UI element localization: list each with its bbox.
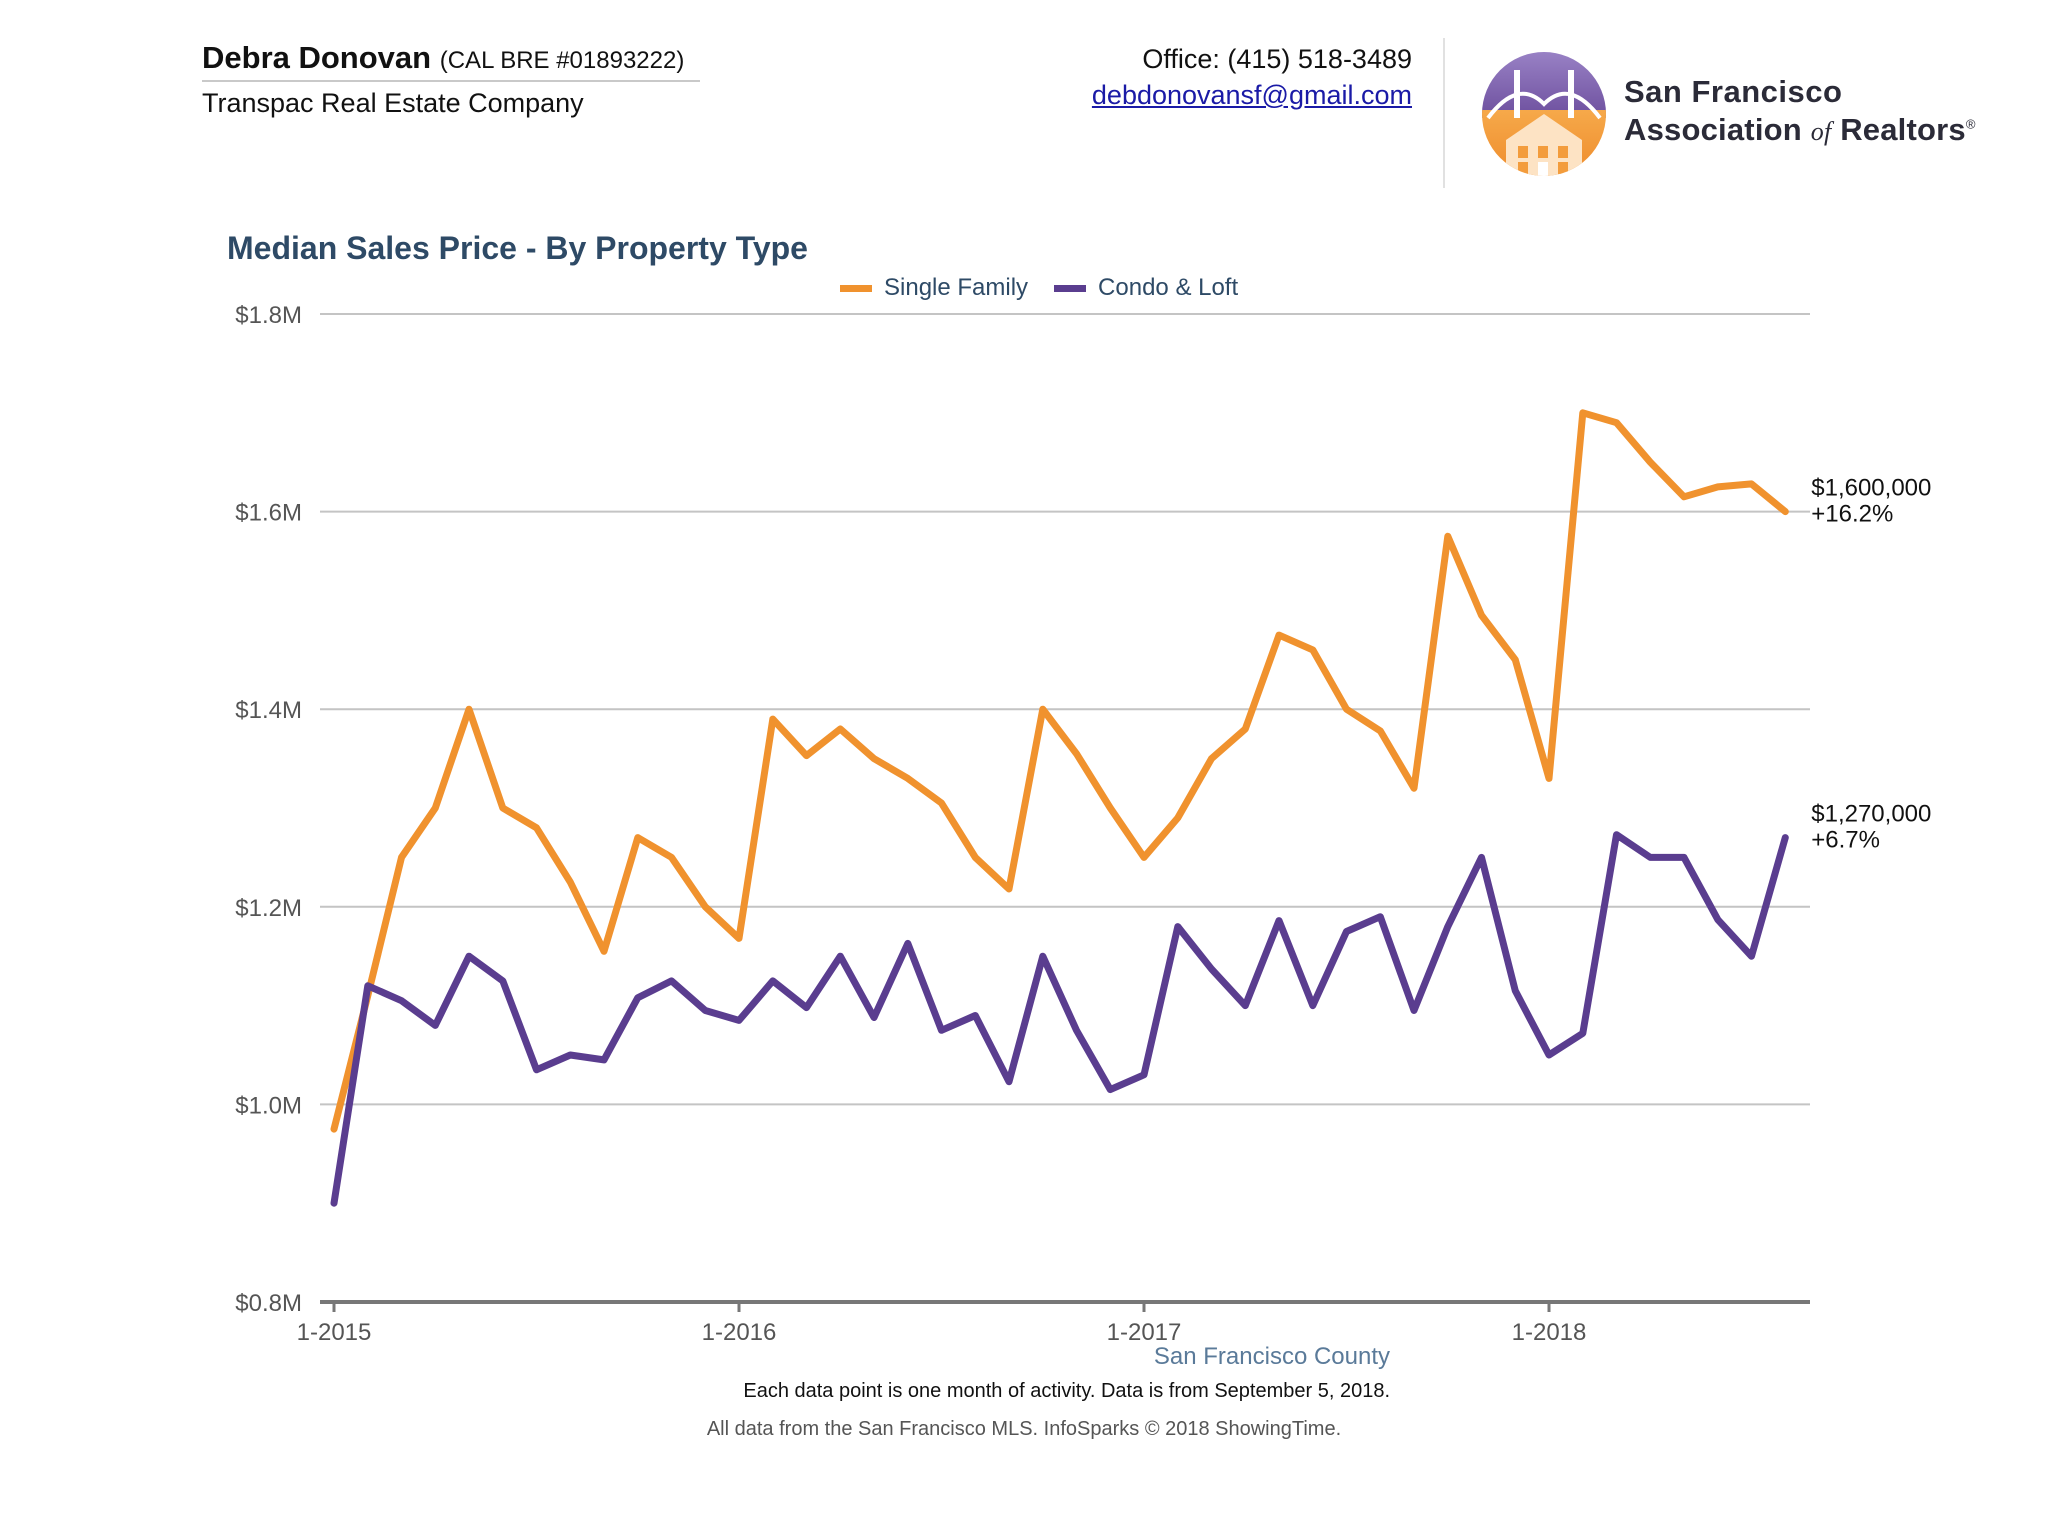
end-label-change-condo-loft: +6.7% [1811,827,1880,854]
data-note: Each data point is one month of activity… [743,1380,1390,1402]
legend-swatch-condo-loft [1054,284,1087,292]
region-label: San Francisco County [1153,1343,1390,1370]
x-tick-label: 1-2015 [297,1319,372,1346]
agent-name: Debra Donovan (CAL BRE #01893222) [202,40,684,76]
registered-mark: ® [1965,116,1976,132]
office-phone: Office: (415) 518-3489 [1142,44,1412,74]
end-label-value-condo-loft: $1,270,000 [1811,801,1931,828]
agent-name-text: Debra Donovan [202,40,432,75]
logo-word-association: Association [1624,112,1802,147]
y-tick-label: $1.4M [235,697,302,724]
legend-swatch-single-family [840,284,872,292]
legend-label-condo-loft: Condo & Loft [1098,274,1239,301]
end-label-change-single-family: +16.2% [1811,501,1893,528]
logo-text-line2: Association of Realtors® [1624,112,1976,148]
series-line-single-family [330,409,1789,1133]
logo-text-line1: San Francisco [1624,74,1843,109]
footer-credit: All data from the San Francisco MLS. Inf… [706,1418,1342,1440]
legend-label-single-family: Single Family [884,274,1029,301]
golden-gate-bridge-house-logo-icon [1482,52,1606,176]
y-tick-label: $1.8M [235,302,302,329]
x-tick-label: 1-2016 [702,1319,777,1346]
chart-title: Median Sales Price - By Property Type [227,230,808,266]
email-link[interactable]: debdonovansf@gmail.com [1091,80,1412,110]
x-tick-label: 1-2017 [1107,1319,1182,1346]
x-tick-label: 1-2018 [1512,1319,1587,1346]
line-chart: $0.8M $1.0M $1.2M $1.4M $1.6M $1.8M 1-2015 1-20… [235,302,1931,1346]
agent-license: (CAL BRE #01893222) [439,47,685,74]
y-tick-label: $1.6M [235,500,302,527]
y-tick-label: $1.0M [235,1092,302,1119]
agent-divider [202,80,700,82]
legend-item-single-family: Single Family [840,274,1028,302]
logo-word-of: of [1810,117,1832,146]
chart-legend: Single Family Condo & Loft [840,274,1264,302]
legend-item-condo-loft: Condo & Loft [1054,274,1238,302]
end-label-value-single-family: $1,600,000 [1811,475,1931,502]
header-divider [1443,38,1445,188]
series-line-condo-loft [330,831,1789,1207]
y-tick-label: $0.8M [235,1290,302,1317]
y-tick-label: $1.2M [235,895,302,922]
logo-word-realtors: Realtors [1840,112,1966,147]
company-name: Transpac Real Estate Company [202,88,584,118]
